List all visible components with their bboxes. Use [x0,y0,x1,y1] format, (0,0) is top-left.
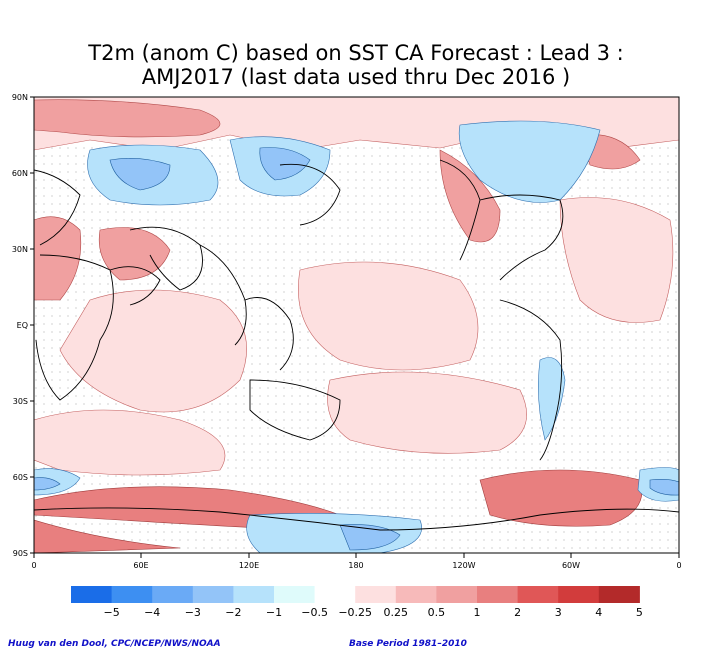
colorbar-swatch [192,586,234,603]
colorbar-label: −0.25 [338,606,372,619]
lat-label: 30N [12,245,28,254]
cool-anomaly-cores [34,147,679,551]
colorbar-swatch [314,586,356,603]
lon-label: 0 [31,561,36,570]
lon-label: 120W [452,561,475,570]
lat-label: 30S [13,397,28,406]
colorbar-swatch [233,586,275,603]
colorbar-label: 0.5 [428,606,446,619]
lon-label: 60W [562,561,580,570]
chart-title-line-1: T2m (anom C) based on SST CA Forecast : … [88,41,624,65]
chart-title-line-2: AMJ2017 (last data used thru Dec 2016 ) [141,65,571,89]
lon-label: 180 [348,561,363,570]
colorbar [71,586,640,603]
map-plot-area [34,97,679,553]
coastlines [34,159,679,531]
lon-label: 120E [239,561,259,570]
colorbar-swatch [71,586,113,603]
colorbar-labels: −5 −4 −3 −2 −1 −0.5 −0.25 0.25 0.5 1 2 3 4 5 [103,606,642,619]
colorbar-swatch [477,586,519,603]
colorbar-label: −4 [144,606,160,619]
colorbar-label: 1 [474,606,481,619]
longitude-labels: 0 60E 120E 180 120W 60W 0 [31,561,681,570]
lat-label: EQ [17,321,28,330]
colorbar-swatch [436,586,478,603]
lon-label: 60E [133,561,148,570]
colorbar-label: 3 [555,606,562,619]
colorbar-swatch [558,586,600,603]
colorbar-label: 2 [514,606,521,619]
lat-label: 90S [13,549,28,558]
colorbar-label: −0.5 [301,606,328,619]
longitude-ticks [33,553,680,558]
colorbar-label: −2 [225,606,241,619]
lon-label: 0 [676,561,681,570]
colorbar-label: 5 [636,606,643,619]
colorbar-label: −3 [185,606,201,619]
colorbar-label: −1 [266,606,282,619]
colorbar-label: 0.25 [384,606,409,619]
colorbar-swatch [598,586,640,603]
colorbar-label: 4 [595,606,602,619]
colorbar-label: −5 [103,606,119,619]
base-period-note: Base Period 1981–2010 [349,639,467,649]
colorbar-swatch [355,586,397,603]
colorbar-swatch [517,586,559,603]
colorbar-swatch [111,586,153,603]
colorbar-swatch [274,586,316,603]
lat-label: 60N [12,169,28,178]
latitude-labels: 90N 60N 30N EQ 30S 60S 90S [12,93,28,558]
colorbar-swatch [395,586,437,603]
author-credit: Huug van den Dool, CPC/NCEP/NWS/NOAA [8,639,221,649]
latitude-ticks [30,96,34,554]
lat-label: 90N [12,93,28,102]
colorbar-swatch [152,586,194,603]
lat-label: 60S [13,473,28,482]
